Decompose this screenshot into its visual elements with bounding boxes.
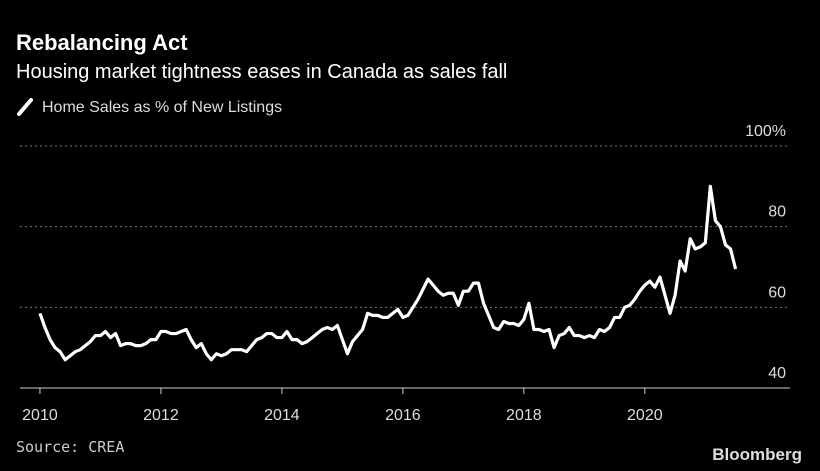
- brand: Bloomberg: [712, 445, 802, 464]
- chart-title: Rebalancing Act: [16, 30, 188, 55]
- series-line: [38, 184, 738, 362]
- legend-swatch: [17, 98, 33, 116]
- x-tick-label: 2012: [143, 407, 179, 424]
- chart-subtitle: Housing market tightness eases in Canada…: [16, 61, 507, 83]
- x-tick-label: 2018: [506, 407, 542, 424]
- y-tick-label: 100%: [745, 123, 786, 140]
- x-tick-label: 2014: [264, 407, 300, 424]
- x-tick-label: 2016: [385, 407, 421, 424]
- legend-label: Home Sales as % of New Listings: [42, 99, 282, 116]
- source: Source: CREA: [16, 438, 124, 456]
- x-tick-label: 2010: [22, 407, 58, 424]
- x-tick-label: 2020: [627, 407, 663, 424]
- y-tick-label: 40: [768, 365, 786, 382]
- y-tick-label: 80: [768, 204, 786, 221]
- y-tick-label: 60: [768, 284, 786, 301]
